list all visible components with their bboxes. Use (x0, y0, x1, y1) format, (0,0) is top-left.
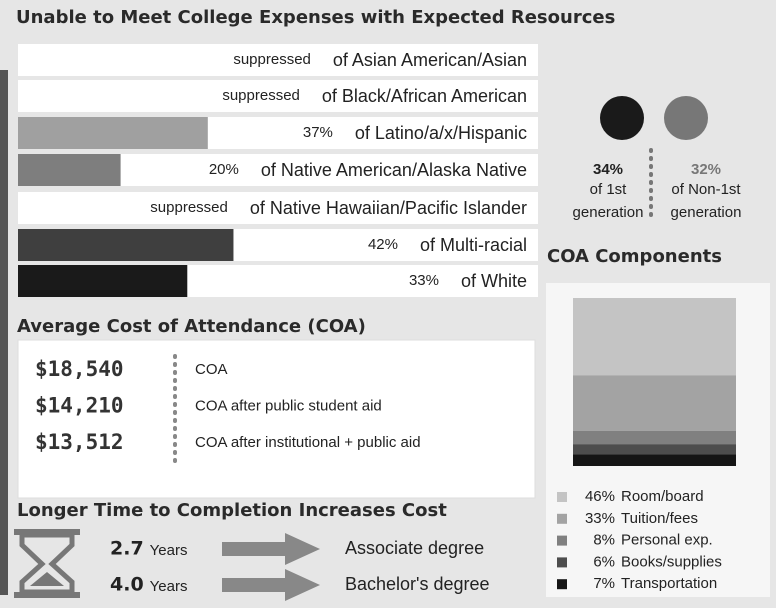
stack-segment (573, 444, 736, 455)
arrow (222, 533, 320, 565)
group-label: of Native Hawaiian/Pacific Islander (250, 198, 527, 218)
stack-segment (573, 298, 736, 376)
legend-swatch (557, 535, 567, 546)
bar (18, 154, 121, 186)
value-label: 20% (209, 161, 239, 178)
group-label: of Black/African American (322, 86, 527, 106)
completion-rows: 2.7 Years Associate degree 4.0 Years Bachelor… (110, 533, 490, 601)
generation-value: 32% (691, 161, 721, 178)
value-label: 42% (368, 236, 398, 253)
years-value: 4.0 (110, 574, 144, 596)
legend-swatch (557, 492, 567, 502)
legend-value: 33% (585, 510, 615, 527)
generation-label: generation (671, 204, 742, 221)
group-label: of White (461, 271, 527, 291)
value-label: suppressed (150, 199, 228, 216)
degree-label: Associate degree (345, 538, 484, 558)
components-title: COA Components (547, 246, 722, 267)
group-bars: of Asian American/Asian suppressed of Blac… (18, 44, 538, 297)
bar (18, 117, 208, 149)
stack-segment (573, 375, 736, 431)
components-chart: 46% Room/board 33% Tuition/fees 8% Personal e… (557, 298, 736, 592)
row-background (18, 44, 538, 76)
legend-swatch (557, 557, 567, 568)
generation-dot (600, 96, 644, 140)
coa-label: COA (195, 361, 228, 378)
generation-value: 34% (593, 161, 623, 178)
legend-value: 8% (593, 532, 615, 549)
bar (18, 229, 234, 261)
stack-segment (573, 454, 736, 466)
value-label: suppressed (233, 51, 311, 68)
years-unit: Years (150, 578, 188, 595)
group-label: of Multi-racial (420, 235, 527, 255)
value-label: suppressed (222, 87, 300, 104)
coa-amount: $13,512 (35, 430, 124, 454)
value-label: 37% (303, 124, 333, 141)
generation-label: of Non-1st (671, 181, 741, 198)
years-unit: Years (150, 542, 188, 559)
degree-label: Bachelor's degree (345, 574, 490, 594)
legend-swatch (557, 579, 567, 590)
legend-name: Tuition/fees (621, 510, 698, 527)
legend-value: 7% (593, 575, 615, 592)
legend-value: 6% (593, 553, 615, 570)
row-background (18, 80, 538, 112)
bar (18, 265, 188, 297)
completion-title: Longer Time to Completion Increases Cost (17, 500, 447, 521)
years-value: 2.7 (110, 538, 144, 560)
generation-label: of 1st (590, 181, 628, 198)
generation-label: generation (573, 204, 644, 221)
legend-name: Room/board (621, 488, 704, 505)
coa-label: COA after public student aid (195, 397, 382, 414)
coa-amount: $18,540 (35, 357, 124, 381)
coa-label: COA after institutional + public aid (195, 434, 421, 451)
hourglass-icon (14, 529, 80, 598)
group-label: of Native American/Alaska Native (261, 160, 527, 180)
coa-rows: $18,540 COA $14,210 COA after public studen… (35, 357, 421, 454)
arrow (222, 569, 320, 601)
side-accent (0, 70, 8, 595)
generation-dot (664, 96, 708, 140)
row-background (18, 192, 538, 224)
legend-swatch (557, 513, 567, 524)
coa-title: Average Cost of Attendance (COA) (17, 316, 366, 337)
coa-amount: $14,210 (35, 394, 124, 418)
legend-name: Books/supplies (621, 553, 722, 570)
stack-segment (573, 430, 736, 445)
group-label: of Latino/a/x/Hispanic (355, 123, 527, 143)
group-label: of Asian American/Asian (333, 50, 527, 70)
generation-panel: 34% of 1st generation 32% of Non-1st generati… (573, 96, 742, 224)
legend-name: Personal exp. (621, 532, 713, 549)
coa-box (17, 339, 536, 499)
value-label: 33% (409, 272, 439, 289)
legend-name: Transportation (621, 575, 717, 592)
title: Unable to Meet College Expenses with Exp… (16, 7, 615, 28)
legend-value: 46% (585, 488, 615, 505)
